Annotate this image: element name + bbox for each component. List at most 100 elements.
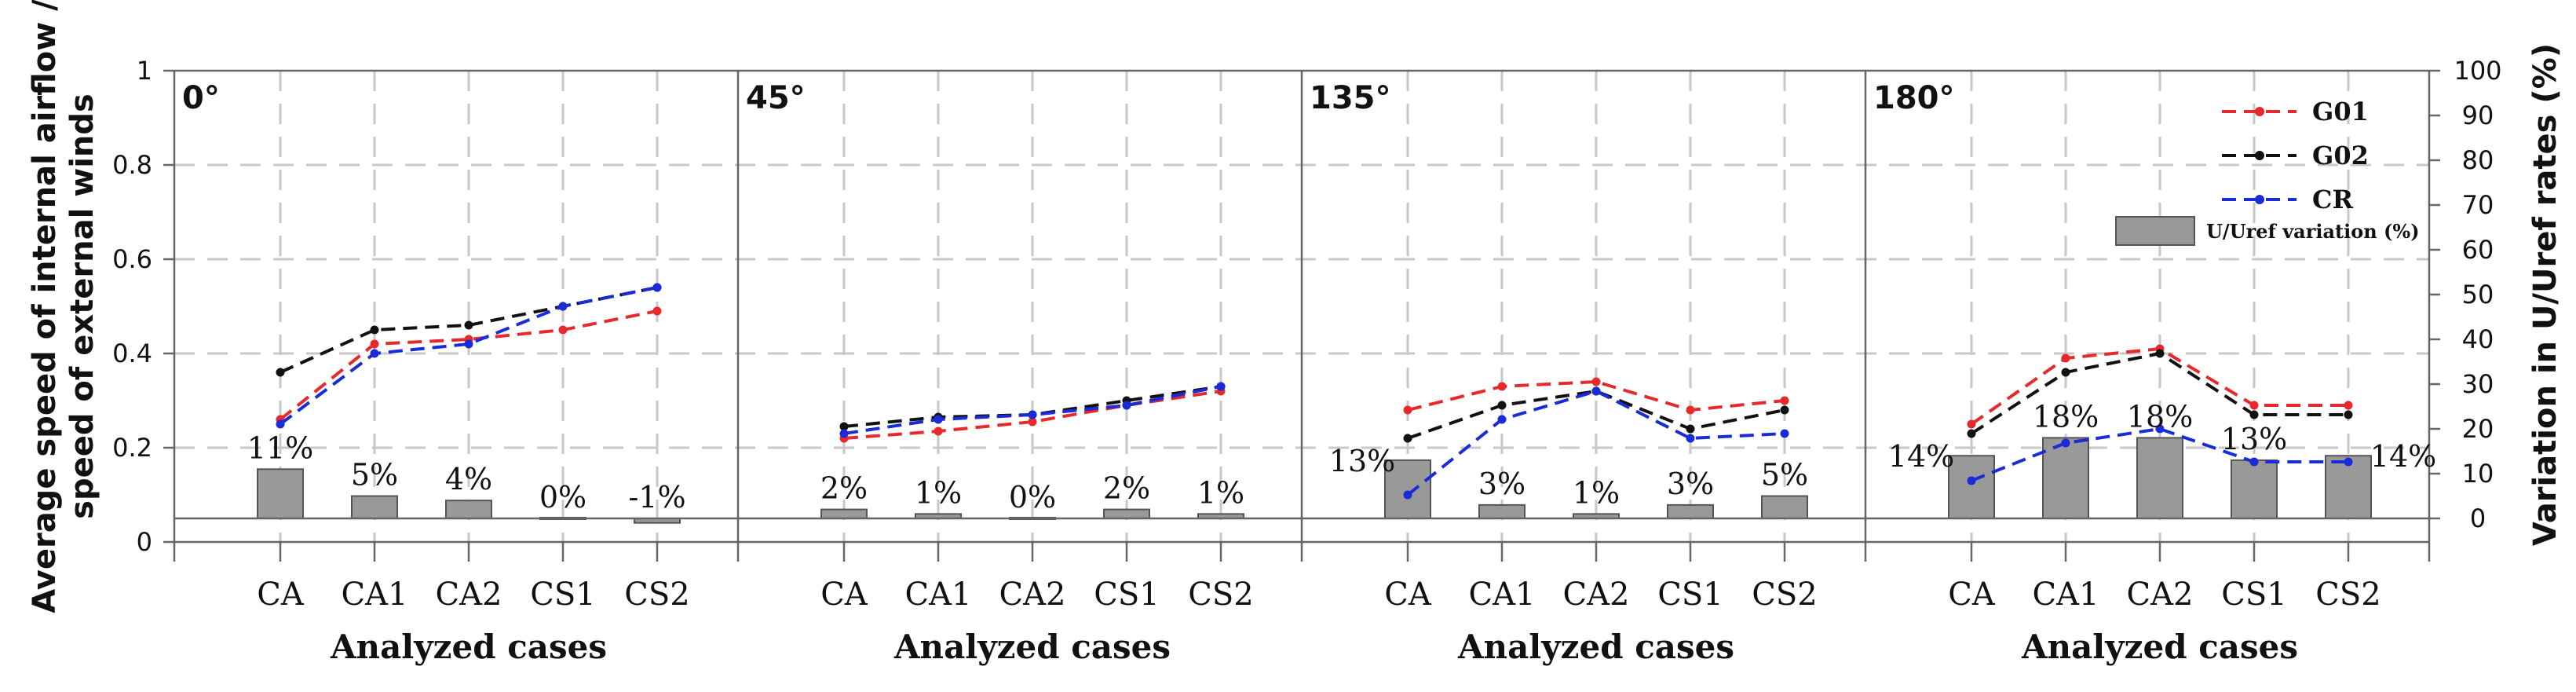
y2-tick-label: 10: [2462, 459, 2494, 489]
frame-layer: [163, 69, 2440, 562]
panel-title: 0°: [182, 80, 220, 116]
bar-variation: [2136, 437, 2183, 520]
bar-percent-label: 18%: [2127, 399, 2193, 434]
y-tick-label: 0.8: [112, 150, 152, 180]
series-point-cr: [1497, 415, 1507, 424]
y2-tick-label: 90: [2462, 101, 2494, 130]
y-tick-label: 1: [137, 56, 152, 86]
series-point-g01: [1591, 377, 1601, 386]
category-label: CA1: [1469, 577, 1536, 613]
bar-percent-label: 5%: [1761, 458, 1808, 492]
category-label: CA1: [2033, 577, 2099, 613]
legend-marker-g01: [2255, 107, 2264, 116]
series-point-cr: [652, 283, 662, 292]
series-point-cr: [558, 302, 568, 311]
bar-variation: [820, 508, 868, 519]
series-point-cr: [2249, 457, 2259, 467]
bar-percent-label: 3%: [1667, 467, 1714, 501]
bar-percent-label: 2%: [820, 471, 868, 506]
series-line-cr: [1971, 427, 2348, 482]
bar-percent-label: 18%: [2033, 399, 2099, 434]
category-label: CA: [1384, 577, 1432, 613]
series-point-cr: [2155, 424, 2165, 434]
bar-percent-label: 14%: [1888, 439, 1954, 474]
series-line-cr: [1406, 389, 1785, 496]
lines-layer: [276, 283, 2353, 500]
legend-label-bar: U/Uref variation (%): [2206, 220, 2420, 243]
category-label: CS1: [530, 577, 595, 613]
series-point-g01: [1686, 405, 1695, 415]
bar-percent-label: 14%: [2370, 439, 2436, 474]
series-point-g01: [558, 325, 568, 335]
series-point-g02: [1403, 434, 1412, 443]
bar-variation: [351, 495, 398, 519]
category-label: CA2: [436, 577, 502, 613]
category-label: CS1: [2221, 577, 2286, 613]
bars-layer: [257, 437, 2372, 524]
legend-marker-g02: [2255, 151, 2264, 160]
category-label: CS1: [1657, 577, 1723, 613]
series-point-cr: [1591, 386, 1601, 396]
x-axis-label: Analyzed cases: [893, 628, 1171, 666]
y2-axis-label: Variation in U/Uref rates (%): [2527, 43, 2563, 546]
series-point-g01: [2344, 401, 2353, 410]
panel-title: 180°: [1873, 80, 1955, 116]
series-point-cr: [1122, 401, 1131, 410]
legend-marker-cr: [2255, 195, 2264, 204]
series-point-g02: [1497, 401, 1507, 410]
bar-percent-label: 5%: [351, 458, 398, 492]
bar-variation: [1384, 459, 1431, 520]
series-point-g02: [2155, 349, 2165, 358]
category-label: CA2: [1563, 577, 1630, 613]
series-point-g02: [464, 320, 473, 330]
y2-tick-label: 70: [2462, 190, 2494, 220]
x-axis-label: Analyzed cases: [330, 628, 607, 666]
legend-layer: G01 G02 CR U/Uref variation (%): [2115, 97, 2420, 246]
y2-tick-label: 40: [2462, 324, 2494, 354]
series-point-g01: [1028, 417, 1037, 427]
legend-label-g01: G01: [2312, 97, 2369, 126]
category-label: CS1: [1094, 577, 1159, 613]
series-point-cr: [1967, 476, 1976, 485]
category-label: CS2: [1752, 577, 1817, 613]
series-point-g01: [2061, 353, 2070, 363]
y2-tick-label: 0: [2470, 503, 2486, 533]
category-label: CA2: [2127, 577, 2194, 613]
series-point-g01: [1967, 419, 1976, 429]
y2-tick-label: 60: [2462, 235, 2494, 265]
series-point-cr: [464, 339, 473, 349]
y-axis-label-line: Average speed of internal airflow /: [27, 0, 63, 613]
legend-label-g02: G02: [2312, 141, 2369, 170]
series-point-g01: [652, 306, 662, 316]
y2-tick-label: 100: [2454, 56, 2501, 86]
bar-variation: [2042, 437, 2089, 520]
series-point-g02: [276, 368, 285, 377]
series-line-g01: [1407, 379, 1785, 412]
series-point-cr: [2061, 438, 2070, 448]
series-point-cr: [1216, 382, 1226, 391]
bar-percent-label: 1%: [1197, 475, 1244, 510]
category-label: CS2: [2315, 577, 2381, 613]
series-point-cr: [934, 415, 943, 424]
category-label: CA2: [999, 577, 1066, 613]
category-label: CS2: [1188, 577, 1253, 613]
series-point-cr: [2344, 457, 2353, 467]
bar-percent-label: -1%: [628, 480, 685, 514]
series-point-g02: [839, 422, 849, 431]
category-label: CA: [1948, 577, 1996, 613]
text-layer: 00.20.40.60.81010203040506070809010011%5…: [27, 0, 2563, 666]
bar-percent-label: 11%: [247, 430, 313, 465]
y2-tick-label: 30: [2462, 369, 2494, 399]
series-point-cr: [1780, 429, 1789, 438]
bar-percent-label: 1%: [1573, 475, 1620, 510]
category-label: CA: [257, 577, 305, 613]
series-point-g01: [1497, 382, 1507, 391]
bar-variation: [1761, 495, 1808, 519]
bar-percent-label: 0%: [1009, 480, 1056, 514]
series-point-g02: [1967, 429, 1976, 438]
series-point-g02: [370, 325, 379, 335]
series-line-cr: [279, 286, 658, 426]
series-point-g01: [370, 339, 379, 349]
panel-title: 45°: [746, 80, 806, 116]
